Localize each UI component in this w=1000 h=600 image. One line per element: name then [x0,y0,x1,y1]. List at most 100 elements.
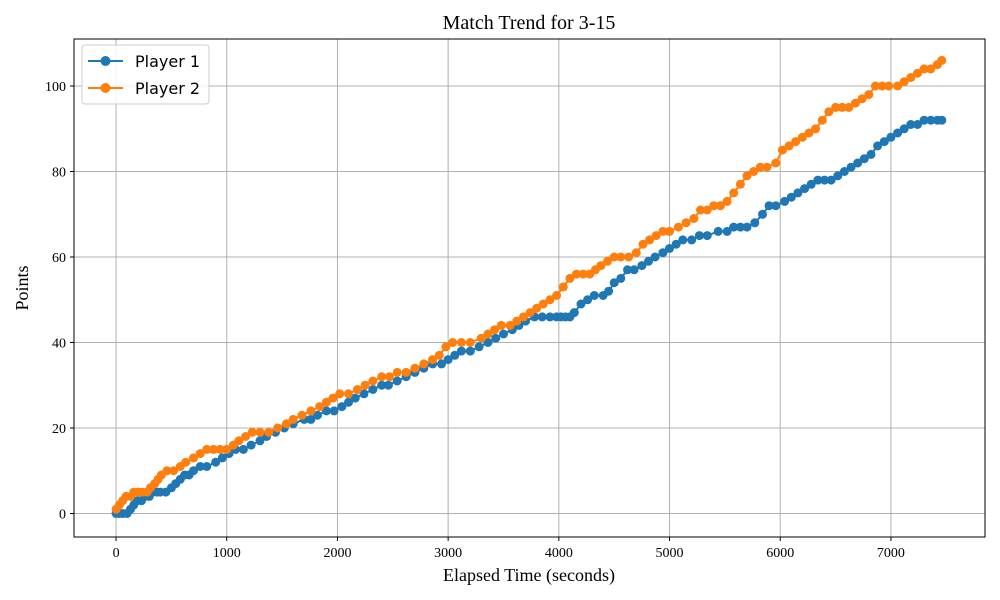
data-point [441,342,451,352]
legend-marker-player-1 [100,56,111,66]
data-point [360,380,370,390]
data-point [490,325,500,335]
data-point [784,141,794,151]
data-point [824,107,834,117]
data-point [222,444,232,454]
data-point [377,380,387,390]
data-point [350,393,360,403]
data-point [893,81,903,91]
data-point [385,372,394,382]
data-point [851,98,860,108]
data-point [337,402,347,412]
data-point [512,316,522,326]
data-point [545,312,555,322]
data-point [306,414,316,424]
data-point [722,226,732,236]
data-point [359,389,369,399]
data-point [839,167,849,176]
data-point [569,308,579,318]
data-point [864,90,874,100]
data-point [926,115,936,125]
x-tick-label: 5000 [656,546,684,561]
data-point [437,359,446,369]
data-point [241,432,251,441]
x-tick-label: 1000 [213,546,241,561]
data-point [857,94,867,104]
data-point [616,252,626,262]
data-point [505,320,515,330]
data-point [596,261,606,271]
data-point [162,466,172,476]
grid-lines [74,39,985,537]
data-point [545,295,555,305]
data-point [742,171,752,181]
data-point [833,171,843,181]
data-point [377,372,387,382]
data-point [866,149,876,159]
data-point [899,124,909,134]
data-point [771,158,781,168]
data-point [645,235,655,245]
data-point [884,81,894,91]
data-point [906,120,916,129]
data-point [722,196,732,206]
data-point [273,423,283,433]
y-tick-label: 0 [59,507,66,522]
data-point [749,167,759,176]
data-point [886,132,896,142]
data-point [771,201,781,211]
data-point [616,273,626,283]
data-point [496,320,506,330]
legend-marker-player-2 [100,83,111,93]
data-point [195,462,205,471]
data-point [401,367,411,377]
data-point [313,410,322,420]
data-point [658,248,668,258]
data-point [735,222,745,232]
data-point [665,226,674,236]
data-point [879,137,889,147]
data-point [678,235,688,245]
series-player-2 [111,55,947,514]
data-point [552,291,562,300]
data-point [306,406,316,416]
data-point [755,162,765,172]
data-point [742,222,752,232]
x-axis-label: Elapsed Time (seconds) [443,565,615,586]
x-tick-label: 3000 [434,546,462,561]
data-point [499,329,508,339]
data-point [483,329,493,339]
data-point [491,333,501,343]
data-point [831,102,841,112]
data-point [448,338,458,347]
data-point [282,419,291,429]
data-point [715,201,725,211]
data-point [604,286,614,296]
data-point [532,303,542,313]
data-point [919,115,929,125]
data-point [764,201,774,211]
y-tick-label: 80 [52,166,66,181]
data-point [687,235,697,245]
data-point [913,120,922,129]
data-point [525,308,535,318]
data-point [709,201,719,211]
data-point [465,346,475,356]
x-tick-label: 0 [113,546,120,561]
data-point [189,466,198,476]
data-point [913,68,922,78]
data-point [410,363,420,373]
data-point [368,376,378,386]
data-point [919,64,929,74]
series-layer [111,55,947,518]
data-point [238,444,248,454]
data-point [694,231,704,241]
data-point [583,295,593,305]
data-point [793,188,803,198]
data-point [926,64,936,74]
data-point [629,265,639,275]
data-point [817,115,827,125]
x-tick-label: 4000 [545,546,573,561]
data-point [637,261,647,271]
